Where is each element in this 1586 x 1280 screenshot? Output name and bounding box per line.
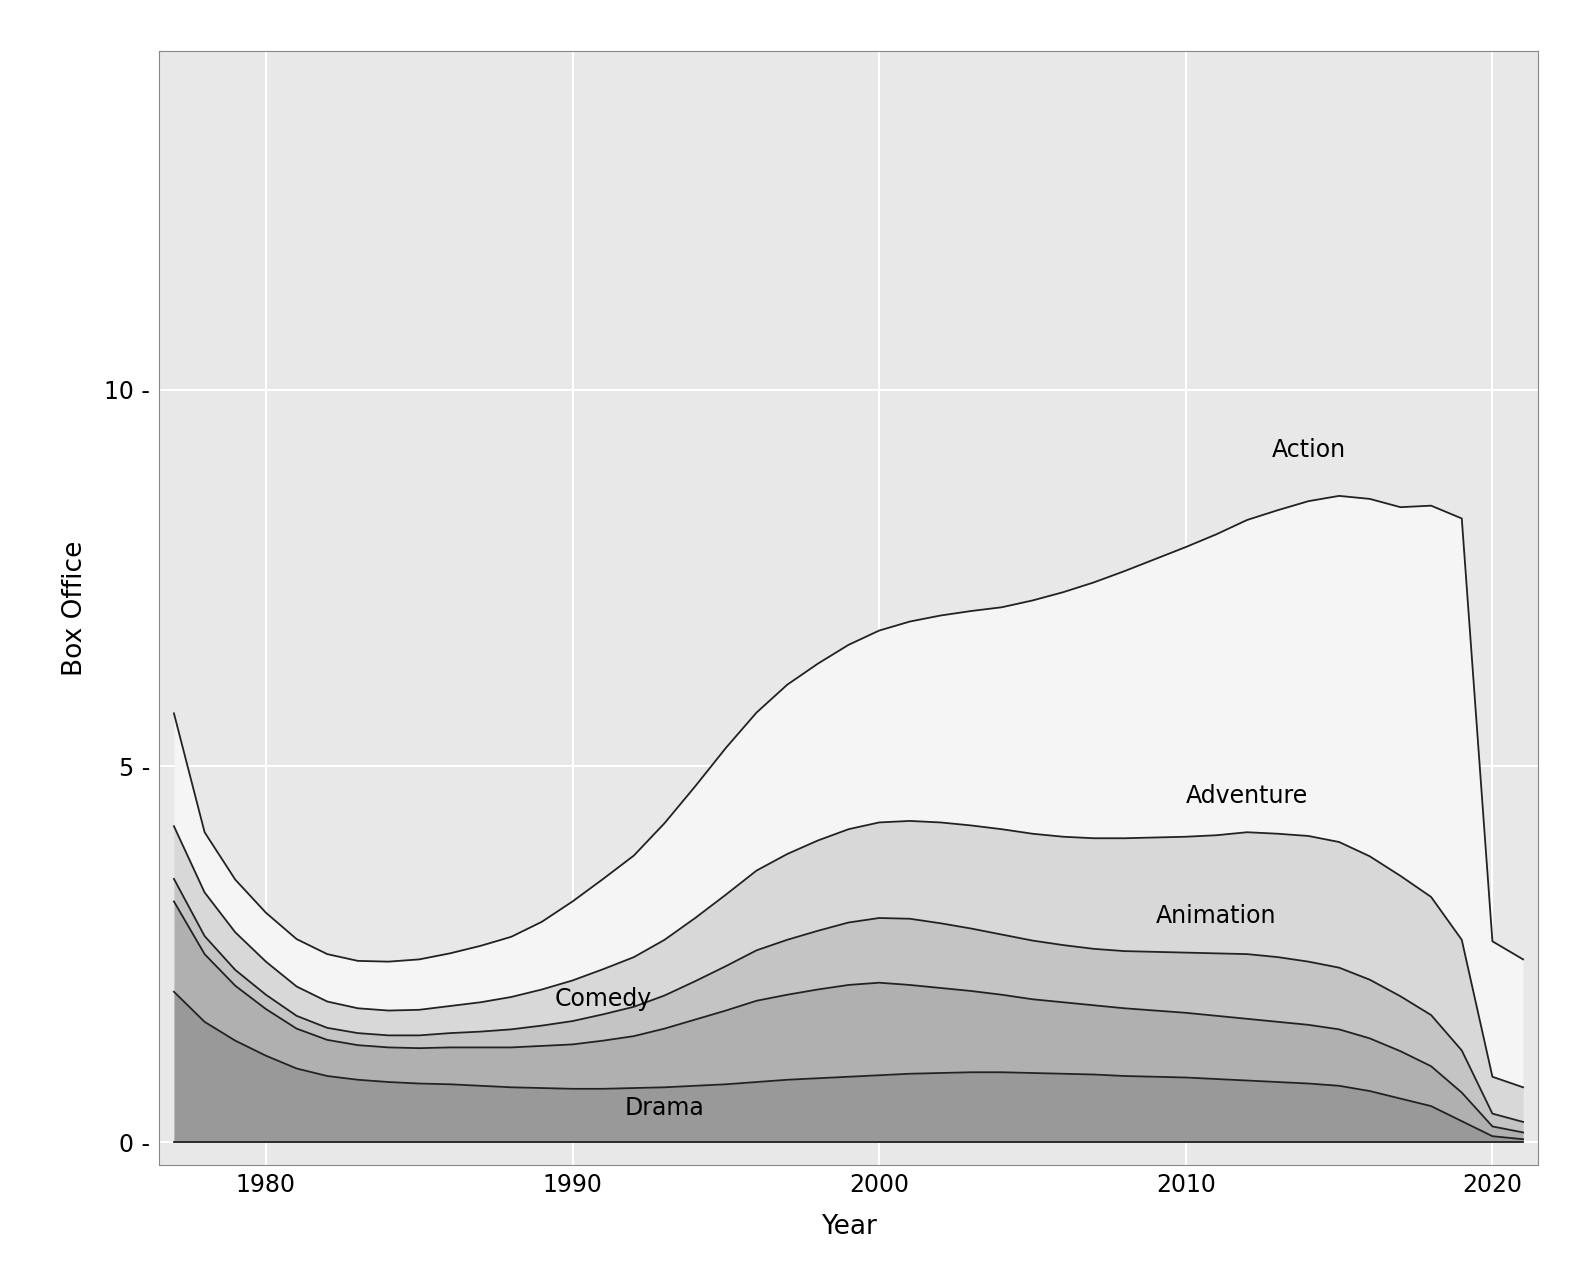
Text: Comedy: Comedy [555,987,652,1011]
Text: Adventure: Adventure [1186,785,1308,808]
Y-axis label: Box Office: Box Office [62,540,87,676]
Text: Animation: Animation [1156,905,1277,928]
X-axis label: Year: Year [820,1213,877,1240]
Text: Action: Action [1272,438,1345,462]
Text: Drama: Drama [625,1097,704,1120]
